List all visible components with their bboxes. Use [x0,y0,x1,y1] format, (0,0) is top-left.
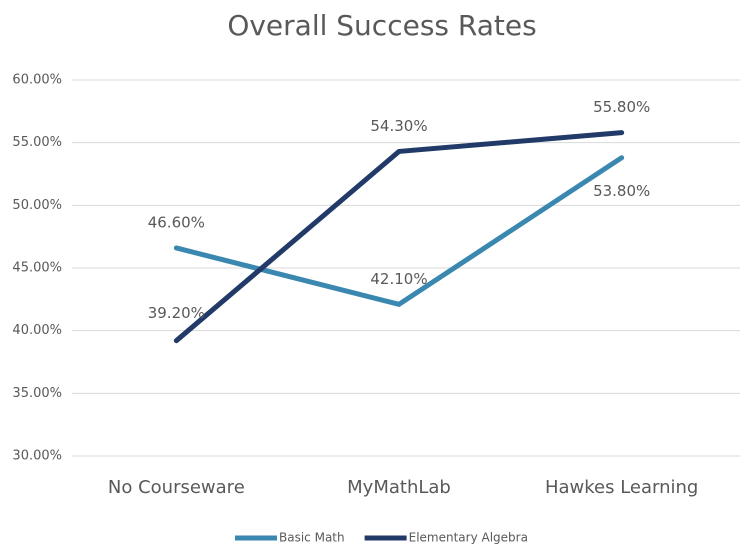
data-label: 42.10% [370,270,427,288]
legend-label: Basic Math [279,531,345,545]
y-tick-label: 30.00% [12,449,62,464]
legend-label: Elementary Algebra [409,531,528,545]
y-tick-label: 50.00% [12,198,62,213]
data-label: 46.60% [148,213,205,231]
y-tick-label: 45.00% [12,261,62,276]
series-line [173,130,625,344]
y-tick-label: 60.00% [12,73,62,88]
y-tick-label: 35.00% [12,386,62,401]
chart-title: Overall Success Rates [227,9,536,42]
x-tick-label: No Courseware [108,477,245,498]
data-label: 54.30% [370,117,427,135]
data-label: 39.20% [148,304,205,322]
y-tick-label: 40.00% [12,323,62,338]
x-tick-label: MyMathLab [347,477,451,498]
x-tick-label: Hawkes Learning [545,477,698,498]
data-label: 55.80% [593,98,650,116]
data-label: 53.80% [593,182,650,200]
series-line [173,155,625,307]
y-tick-label: 55.00% [12,135,62,150]
